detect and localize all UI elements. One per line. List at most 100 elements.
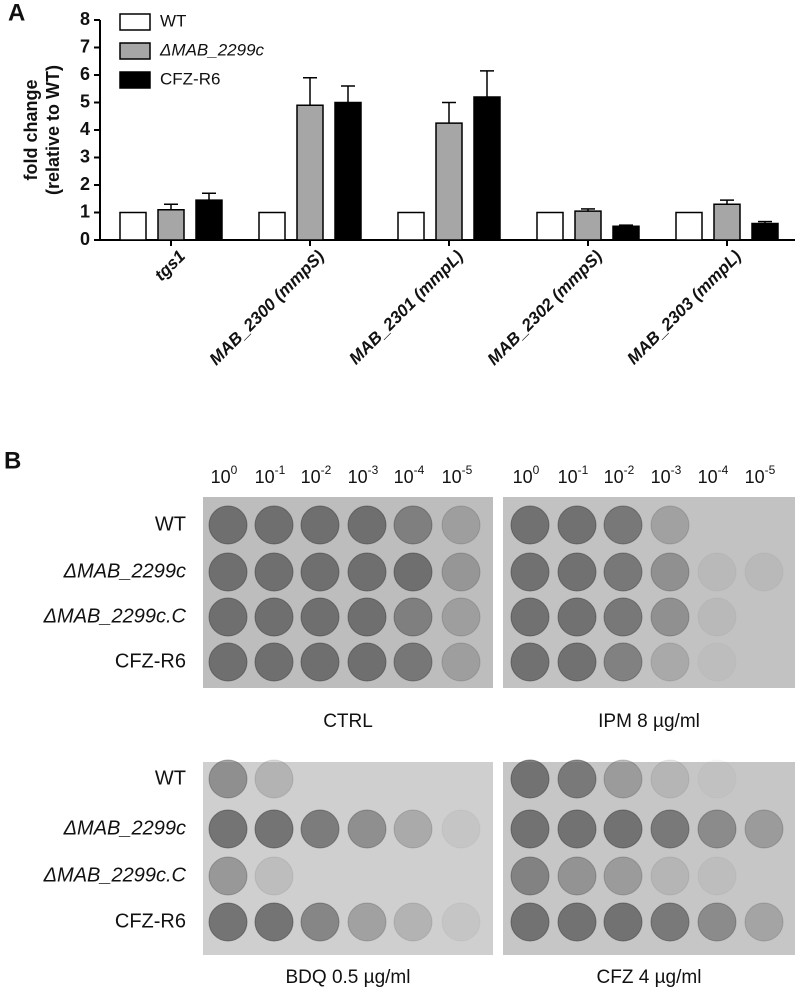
x-tick-label: MAB_2302 (mmpS)	[484, 246, 607, 369]
bar	[258, 211, 286, 241]
dilution-base: 10	[604, 467, 624, 487]
dilution-base: 10	[651, 467, 671, 487]
legend-label: WT	[160, 11, 186, 30]
colony-spot	[254, 505, 294, 545]
colony-spot	[650, 856, 690, 896]
colony-spot	[510, 856, 550, 896]
colony-spot	[603, 809, 643, 849]
colony-spot	[347, 597, 387, 637]
dilution-exponent: -3	[671, 463, 682, 477]
colony-spot	[300, 642, 340, 682]
legend-swatch	[119, 42, 151, 60]
dilution-exponent: -2	[624, 463, 635, 477]
colony-spot	[393, 642, 433, 682]
y-tick-label: 2	[80, 174, 90, 194]
colony-spot	[697, 809, 737, 849]
plate	[203, 762, 493, 955]
dilution-exponent: -4	[414, 463, 425, 477]
colony-spot	[254, 597, 294, 637]
colony-spot	[393, 597, 433, 637]
colony-spot	[441, 505, 481, 545]
colony-spot	[650, 809, 690, 849]
legend-swatch	[119, 71, 151, 89]
colony-spot	[208, 642, 248, 682]
x-tick-label: MAB_2301 (mmpL)	[345, 246, 467, 368]
colony-spot	[441, 902, 481, 942]
dilution-base: 10	[211, 467, 231, 487]
dilution-base: 10	[558, 467, 578, 487]
plate	[503, 762, 795, 955]
y-tick-label: 0	[80, 229, 90, 249]
colony-spot	[744, 809, 784, 849]
dilution-base: 10	[698, 467, 718, 487]
bar	[751, 222, 779, 241]
dilution-label: 10-4	[698, 463, 729, 487]
bar	[296, 104, 324, 241]
colony-spot	[254, 809, 294, 849]
plate	[503, 497, 795, 688]
y-tick-label: 1	[80, 201, 90, 221]
colony-spot	[603, 856, 643, 896]
colony-spot	[254, 642, 294, 682]
colony-spot	[650, 505, 690, 545]
bar	[195, 199, 223, 241]
colony-spot	[557, 642, 597, 682]
dilution-base: 10	[442, 467, 462, 487]
strain-label: WT	[155, 767, 186, 789]
dilution-label: 10-2	[604, 463, 635, 487]
bar	[435, 122, 463, 241]
colony-spot	[698, 760, 736, 798]
dilution-label: 100	[211, 463, 238, 487]
colony-spot	[510, 552, 550, 592]
dilution-exponent: -5	[765, 463, 776, 477]
colony-spot	[393, 902, 433, 942]
strain-label: ΔMAB_2299c.C	[43, 864, 187, 886]
bar	[473, 96, 501, 241]
bar	[675, 211, 703, 241]
colony-spot	[347, 505, 387, 545]
colony-spot	[393, 809, 433, 849]
colony-spot	[650, 759, 690, 799]
dilution-exponent: -3	[368, 463, 379, 477]
bar	[574, 210, 602, 241]
dilution-exponent: -4	[718, 463, 729, 477]
colony-spot	[208, 759, 248, 799]
colony-spot	[744, 552, 784, 592]
colony-spot	[697, 597, 737, 637]
colony-spot	[393, 505, 433, 545]
colony-spot	[557, 856, 597, 896]
panel-label: B	[4, 447, 21, 474]
y-tick-label: 5	[80, 91, 90, 111]
colony-spot	[510, 809, 550, 849]
colony-spot	[603, 902, 643, 942]
dilution-label: 10-2	[301, 463, 332, 487]
dilution-base: 10	[394, 467, 414, 487]
x-tick-label: MAB_2303 (mmpL)	[623, 246, 745, 368]
dilution-label: 10-1	[558, 463, 589, 487]
colony-spot	[208, 809, 248, 849]
strain-label: CFZ-R6	[115, 910, 186, 932]
y-axis-label: (relative to WT)	[43, 65, 63, 195]
dilution-label: 10-3	[348, 463, 379, 487]
dilution-base: 10	[513, 467, 533, 487]
colony-spot	[603, 642, 643, 682]
condition-label: BDQ 0.5 µg/ml	[286, 967, 411, 988]
colony-spot	[208, 856, 248, 896]
colony-spot	[208, 505, 248, 545]
colony-spot	[347, 552, 387, 592]
strain-label: WT	[155, 513, 186, 535]
colony-spot	[603, 759, 643, 799]
dilution-exponent: -1	[578, 463, 589, 477]
colony-spot	[697, 902, 737, 942]
dilution-label: 10-1	[255, 463, 286, 487]
strain-label: CFZ-R6	[115, 650, 186, 672]
x-tick-label: tgs1	[151, 247, 189, 285]
colony-spot	[300, 809, 340, 849]
y-tick-label: 3	[80, 146, 90, 166]
colony-spot	[441, 642, 481, 682]
condition-label: IPM 8 µg/ml	[598, 711, 700, 732]
colony-spot	[393, 552, 433, 592]
dilution-exponent: -5	[462, 463, 473, 477]
colony-spot	[510, 505, 550, 545]
colony-spot	[300, 902, 340, 942]
